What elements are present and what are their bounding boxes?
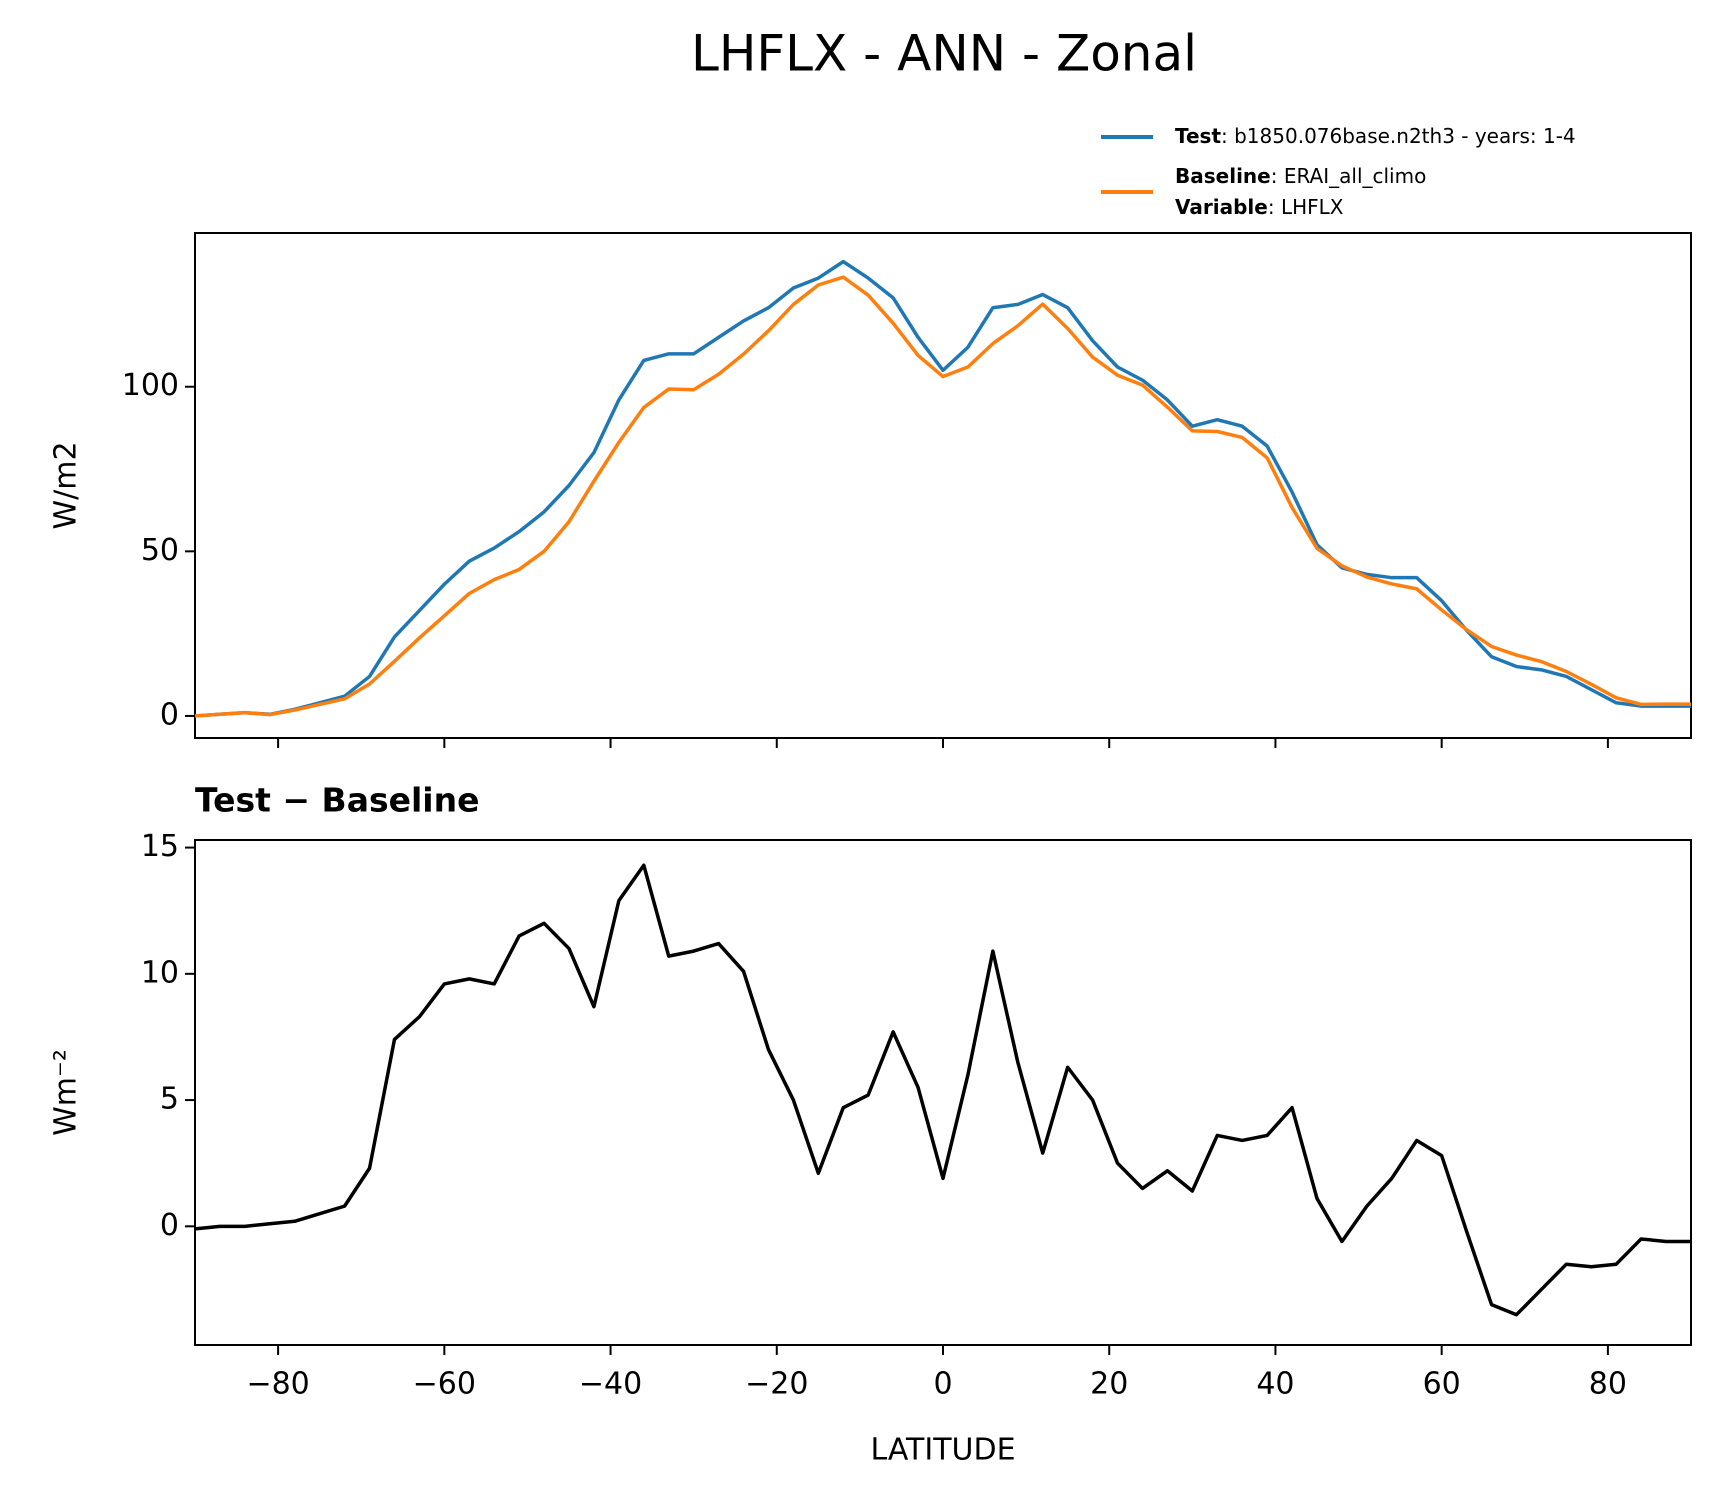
y-tick-label: 0 [160,1208,179,1243]
y-tick-label: 0 [160,697,179,732]
legend-name: Variable [1175,195,1268,219]
y-axis-label: Wm⁻² [49,1049,84,1136]
plot-frame [194,839,1692,1346]
x-tick-label: 20 [1090,1367,1128,1402]
data-line [194,863,1691,1317]
legend-label: Test: b1850.076base.n2th3 - years: 1-4 [1175,124,1576,148]
x-tick-label: 40 [1256,1367,1294,1402]
legend-case: : ERAI_all_climo [1271,164,1427,188]
subplot-title: Test − Baseline [195,781,480,820]
legend-variable: : LHFLX [1268,195,1344,219]
y-tick-label: 10 [141,955,179,990]
legend-label: Baseline: ERAI_all_climo [1175,164,1426,188]
plot-frame [194,232,1692,739]
x-tick-label: 80 [1589,1367,1627,1402]
x-axis-label: LATITUDE [870,1433,1015,1468]
x-tick-label: −20 [745,1367,808,1402]
legend-name: Baseline [1175,164,1271,188]
x-tick-label: 0 [933,1367,952,1402]
data-line [194,259,1691,718]
legend-case: : b1850.076base.n2th3 - years: 1-4 [1221,124,1576,148]
figure-title: LHFLX - ANN - Zonal [691,25,1197,83]
y-tick-label: 50 [141,533,179,568]
y-tick-label: 100 [122,368,179,403]
y-tick-label: 5 [160,1082,179,1117]
x-tick-label: −60 [413,1367,476,1402]
x-tick-label: 60 [1423,1367,1461,1402]
x-tick-label: −40 [579,1367,642,1402]
data-line [194,275,1691,718]
y-tick-label: 15 [141,829,179,864]
legend-label: Variable: LHFLX [1175,195,1344,219]
y-axis-label: W/m2 [49,441,84,529]
x-tick-label: −80 [246,1367,309,1402]
legend-name: Test [1175,124,1221,148]
